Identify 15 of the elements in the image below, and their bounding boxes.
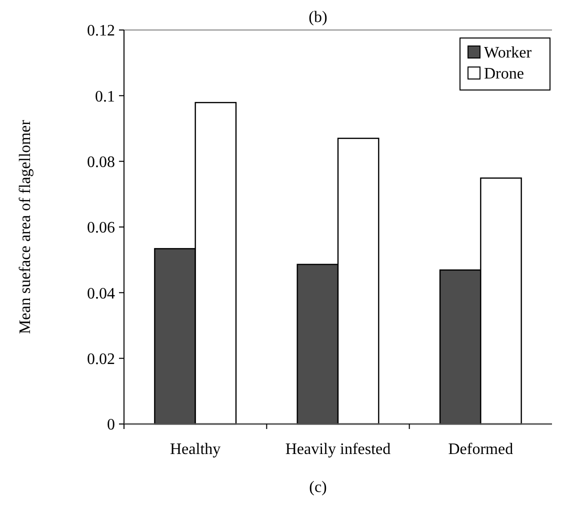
y-tick-label: 0.1: [95, 88, 115, 106]
y-tick-label: 0.08: [87, 154, 115, 171]
y-tick-label: 0.06: [87, 220, 115, 237]
y-tick-label: 0.12: [87, 22, 115, 40]
x-tick-label: Heavily infested: [285, 441, 391, 458]
y-tick-label: 0.04: [87, 285, 115, 302]
y-axis-title: Mean sueface area of flagellomer: [17, 119, 34, 334]
chart-title: (b): [308, 9, 328, 26]
y-tick-label: 0: [107, 416, 115, 434]
text: (c): [309, 479, 327, 496]
legend-label: Drone: [484, 66, 524, 83]
x-tick-label: Deformed: [448, 441, 514, 458]
legend-label: Worker: [484, 44, 532, 62]
y-tick-label: 0.02: [87, 350, 115, 368]
x-tick-label: Healthy: [170, 441, 221, 458]
